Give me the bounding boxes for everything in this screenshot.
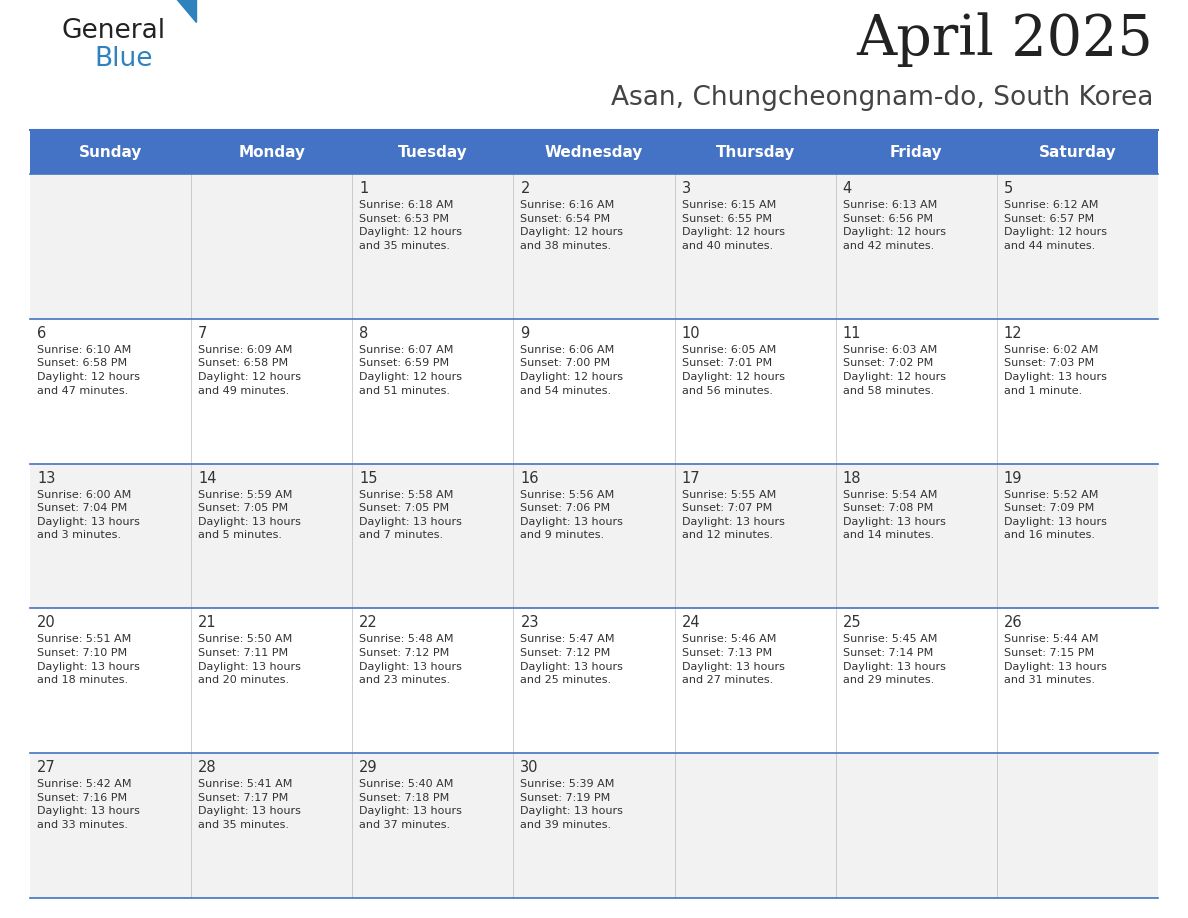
Text: Sunrise: 5:56 AM
Sunset: 7:06 PM
Daylight: 13 hours
and 9 minutes.: Sunrise: 5:56 AM Sunset: 7:06 PM Dayligh… (520, 489, 624, 541)
Text: 3: 3 (682, 181, 690, 196)
Bar (997, 130, 1158, 174)
Text: Sunrise: 5:58 AM
Sunset: 7:05 PM
Daylight: 13 hours
and 7 minutes.: Sunrise: 5:58 AM Sunset: 7:05 PM Dayligh… (359, 489, 462, 541)
Text: 10: 10 (682, 326, 700, 341)
Text: Sunrise: 5:55 AM
Sunset: 7:07 PM
Daylight: 13 hours
and 12 minutes.: Sunrise: 5:55 AM Sunset: 7:07 PM Dayligh… (682, 489, 784, 541)
Text: 25: 25 (842, 615, 861, 631)
Text: Sunrise: 5:46 AM
Sunset: 7:13 PM
Daylight: 13 hours
and 27 minutes.: Sunrise: 5:46 AM Sunset: 7:13 PM Dayligh… (682, 634, 784, 685)
Text: Sunrise: 5:45 AM
Sunset: 7:14 PM
Daylight: 13 hours
and 29 minutes.: Sunrise: 5:45 AM Sunset: 7:14 PM Dayligh… (842, 634, 946, 685)
Text: Monday: Monday (239, 144, 305, 160)
Text: 7: 7 (198, 326, 208, 341)
Bar (30, 464, 1158, 609)
Bar (191, 130, 353, 174)
Text: 23: 23 (520, 615, 539, 631)
Text: Saturday: Saturday (1038, 144, 1117, 160)
Text: 15: 15 (359, 471, 378, 486)
Bar (30, 753, 1158, 898)
Text: Sunday: Sunday (78, 144, 143, 160)
Text: 26: 26 (1004, 615, 1023, 631)
Polygon shape (173, 0, 196, 22)
Text: Sunrise: 5:40 AM
Sunset: 7:18 PM
Daylight: 13 hours
and 37 minutes.: Sunrise: 5:40 AM Sunset: 7:18 PM Dayligh… (359, 779, 462, 830)
Text: Sunrise: 5:41 AM
Sunset: 7:17 PM
Daylight: 13 hours
and 35 minutes.: Sunrise: 5:41 AM Sunset: 7:17 PM Dayligh… (198, 779, 301, 830)
Text: 24: 24 (682, 615, 700, 631)
Bar (835, 130, 997, 174)
Text: 9: 9 (520, 326, 530, 341)
Text: 18: 18 (842, 471, 861, 486)
Text: Sunrise: 6:13 AM
Sunset: 6:56 PM
Daylight: 12 hours
and 42 minutes.: Sunrise: 6:13 AM Sunset: 6:56 PM Dayligh… (842, 200, 946, 251)
Bar (30, 319, 1158, 464)
Text: 21: 21 (198, 615, 216, 631)
Text: Tuesday: Tuesday (398, 144, 468, 160)
Text: 8: 8 (359, 326, 368, 341)
Text: Sunrise: 5:59 AM
Sunset: 7:05 PM
Daylight: 13 hours
and 5 minutes.: Sunrise: 5:59 AM Sunset: 7:05 PM Dayligh… (198, 489, 301, 541)
Bar (30, 174, 1158, 319)
Text: 19: 19 (1004, 471, 1023, 486)
Text: 11: 11 (842, 326, 861, 341)
Text: Sunrise: 5:48 AM
Sunset: 7:12 PM
Daylight: 13 hours
and 23 minutes.: Sunrise: 5:48 AM Sunset: 7:12 PM Dayligh… (359, 634, 462, 685)
Text: Sunrise: 6:12 AM
Sunset: 6:57 PM
Daylight: 12 hours
and 44 minutes.: Sunrise: 6:12 AM Sunset: 6:57 PM Dayligh… (1004, 200, 1107, 251)
Text: 4: 4 (842, 181, 852, 196)
Text: 13: 13 (37, 471, 56, 486)
Text: Asan, Chungcheongnam-do, South Korea: Asan, Chungcheongnam-do, South Korea (611, 85, 1154, 111)
Text: 2: 2 (520, 181, 530, 196)
Bar (675, 130, 835, 174)
Text: Sunrise: 6:03 AM
Sunset: 7:02 PM
Daylight: 12 hours
and 58 minutes.: Sunrise: 6:03 AM Sunset: 7:02 PM Dayligh… (842, 345, 946, 396)
Text: 16: 16 (520, 471, 539, 486)
Text: Sunrise: 6:02 AM
Sunset: 7:03 PM
Daylight: 13 hours
and 1 minute.: Sunrise: 6:02 AM Sunset: 7:03 PM Dayligh… (1004, 345, 1107, 396)
Text: 5: 5 (1004, 181, 1013, 196)
Bar (353, 130, 513, 174)
Text: 29: 29 (359, 760, 378, 775)
Text: Sunrise: 6:05 AM
Sunset: 7:01 PM
Daylight: 12 hours
and 56 minutes.: Sunrise: 6:05 AM Sunset: 7:01 PM Dayligh… (682, 345, 784, 396)
Text: Sunrise: 5:51 AM
Sunset: 7:10 PM
Daylight: 13 hours
and 18 minutes.: Sunrise: 5:51 AM Sunset: 7:10 PM Dayligh… (37, 634, 140, 685)
Text: Sunrise: 6:18 AM
Sunset: 6:53 PM
Daylight: 12 hours
and 35 minutes.: Sunrise: 6:18 AM Sunset: 6:53 PM Dayligh… (359, 200, 462, 251)
Text: 27: 27 (37, 760, 56, 775)
Text: 20: 20 (37, 615, 56, 631)
Text: 14: 14 (198, 471, 216, 486)
Text: Sunrise: 6:16 AM
Sunset: 6:54 PM
Daylight: 12 hours
and 38 minutes.: Sunrise: 6:16 AM Sunset: 6:54 PM Dayligh… (520, 200, 624, 251)
Text: Sunrise: 5:52 AM
Sunset: 7:09 PM
Daylight: 13 hours
and 16 minutes.: Sunrise: 5:52 AM Sunset: 7:09 PM Dayligh… (1004, 489, 1107, 541)
Text: Wednesday: Wednesday (545, 144, 643, 160)
Text: Sunrise: 6:00 AM
Sunset: 7:04 PM
Daylight: 13 hours
and 3 minutes.: Sunrise: 6:00 AM Sunset: 7:04 PM Dayligh… (37, 489, 140, 541)
Text: Sunrise: 6:09 AM
Sunset: 6:58 PM
Daylight: 12 hours
and 49 minutes.: Sunrise: 6:09 AM Sunset: 6:58 PM Dayligh… (198, 345, 301, 396)
Text: Sunrise: 6:15 AM
Sunset: 6:55 PM
Daylight: 12 hours
and 40 minutes.: Sunrise: 6:15 AM Sunset: 6:55 PM Dayligh… (682, 200, 784, 251)
Bar (513, 130, 675, 174)
Bar (30, 130, 191, 174)
Text: 22: 22 (359, 615, 378, 631)
Text: Sunrise: 6:06 AM
Sunset: 7:00 PM
Daylight: 12 hours
and 54 minutes.: Sunrise: 6:06 AM Sunset: 7:00 PM Dayligh… (520, 345, 624, 396)
Text: Sunrise: 6:10 AM
Sunset: 6:58 PM
Daylight: 12 hours
and 47 minutes.: Sunrise: 6:10 AM Sunset: 6:58 PM Dayligh… (37, 345, 140, 396)
Text: 28: 28 (198, 760, 216, 775)
Text: General: General (62, 18, 166, 44)
Text: Sunrise: 6:07 AM
Sunset: 6:59 PM
Daylight: 12 hours
and 51 minutes.: Sunrise: 6:07 AM Sunset: 6:59 PM Dayligh… (359, 345, 462, 396)
Text: 12: 12 (1004, 326, 1023, 341)
Text: Sunrise: 5:39 AM
Sunset: 7:19 PM
Daylight: 13 hours
and 39 minutes.: Sunrise: 5:39 AM Sunset: 7:19 PM Dayligh… (520, 779, 624, 830)
Text: Blue: Blue (94, 46, 152, 72)
Text: 1: 1 (359, 181, 368, 196)
Text: Sunrise: 5:44 AM
Sunset: 7:15 PM
Daylight: 13 hours
and 31 minutes.: Sunrise: 5:44 AM Sunset: 7:15 PM Dayligh… (1004, 634, 1107, 685)
Text: Sunrise: 5:42 AM
Sunset: 7:16 PM
Daylight: 13 hours
and 33 minutes.: Sunrise: 5:42 AM Sunset: 7:16 PM Dayligh… (37, 779, 140, 830)
Text: Sunrise: 5:50 AM
Sunset: 7:11 PM
Daylight: 13 hours
and 20 minutes.: Sunrise: 5:50 AM Sunset: 7:11 PM Dayligh… (198, 634, 301, 685)
Text: 30: 30 (520, 760, 539, 775)
Text: 17: 17 (682, 471, 700, 486)
Text: Sunrise: 5:54 AM
Sunset: 7:08 PM
Daylight: 13 hours
and 14 minutes.: Sunrise: 5:54 AM Sunset: 7:08 PM Dayligh… (842, 489, 946, 541)
Bar (30, 609, 1158, 753)
Text: Friday: Friday (890, 144, 942, 160)
Text: Sunrise: 5:47 AM
Sunset: 7:12 PM
Daylight: 13 hours
and 25 minutes.: Sunrise: 5:47 AM Sunset: 7:12 PM Dayligh… (520, 634, 624, 685)
Text: 6: 6 (37, 326, 46, 341)
Text: April 2025: April 2025 (857, 12, 1154, 67)
Text: Thursday: Thursday (715, 144, 795, 160)
